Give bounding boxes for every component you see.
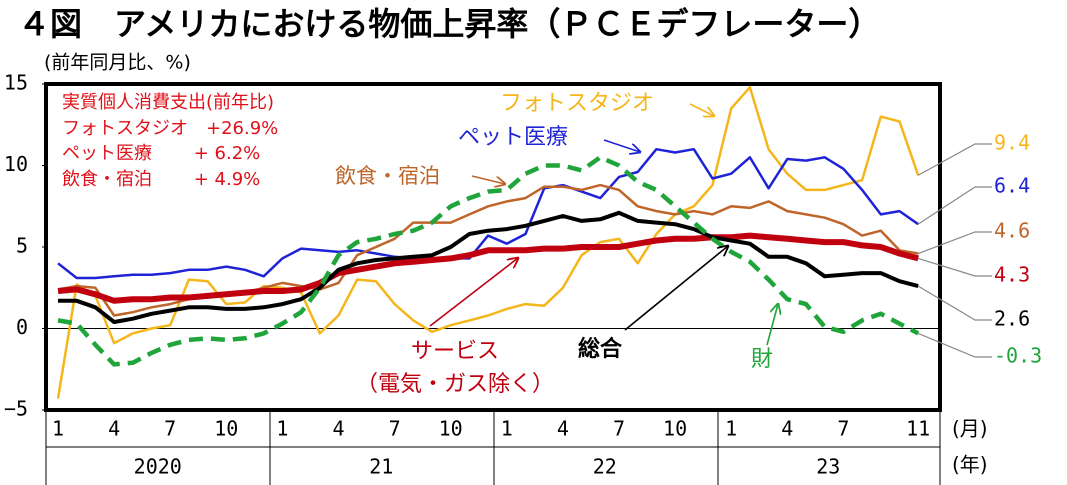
x-tick-label: 4 [557, 417, 569, 441]
x-tick-label: 1 [501, 417, 513, 441]
leader-line [917, 231, 992, 255]
series-label: サービス [411, 339, 499, 364]
end-label: 4.3 [994, 263, 1030, 287]
x-group-label: 2020 [134, 455, 182, 479]
leader-line [917, 186, 992, 225]
series-label: ペット医療 [458, 125, 568, 150]
y-tick-label: 15 [4, 71, 28, 95]
x-tick-label: 10 [663, 417, 687, 441]
arrow [766, 304, 778, 346]
arrow [624, 246, 728, 331]
y-tick-label: −5 [4, 397, 28, 421]
x-tick-label: 10 [214, 417, 238, 441]
arrow [471, 175, 505, 184]
series-label: 財 [751, 347, 773, 372]
annotation: 実質個人消費支出(前年比) [62, 92, 274, 113]
leader-line [918, 257, 992, 277]
y-tick-label: 5 [16, 234, 28, 258]
x-tick-label: 4 [108, 417, 120, 441]
x-tick-label: 4 [332, 417, 344, 441]
x-tick-label: 7 [389, 417, 401, 441]
annotation: ペット医療 + 6.2% [62, 143, 260, 164]
y-tick-label: 0 [16, 315, 28, 339]
series-line [56, 86, 920, 399]
x-tick-label: 11 [906, 417, 930, 441]
annotation: フォトスタジオ +26.9% [62, 118, 278, 139]
series-line [57, 232, 919, 304]
end-label: 6.4 [994, 174, 1030, 198]
x-tick-label: 1 [276, 417, 288, 441]
x-tick-label: 7 [837, 417, 849, 441]
leader-line [917, 332, 992, 358]
x-tick-label: 1 [52, 417, 64, 441]
annotation-arrows [429, 103, 778, 346]
x-group-label: 21 [369, 455, 393, 479]
plot-area [46, 86, 940, 399]
series-label: 総合 [578, 336, 623, 362]
series-line [58, 210, 919, 324]
x-group-label: 22 [593, 455, 617, 479]
y-tick-label: 10 [4, 152, 28, 176]
series-label: （電気・ガス除く） [356, 372, 554, 397]
x-tick-label: 4 [781, 417, 793, 441]
arrow [603, 139, 640, 152]
group-unit-label: (年) [952, 453, 988, 477]
end-label: 9.4 [994, 131, 1030, 155]
leader-line [917, 285, 992, 321]
chart-title: ４図 アメリカにおける物価上昇率（ＰＣＥデフレーター） [18, 5, 880, 43]
arrow [429, 258, 518, 327]
x-tick-label: 1 [725, 417, 737, 441]
series-line [57, 155, 920, 367]
x-tick-label: 7 [613, 417, 625, 441]
series-label: 飲食・宿泊 [335, 164, 440, 188]
arrow [689, 103, 714, 116]
x-group-label: 23 [816, 455, 840, 479]
leader-line [917, 143, 992, 176]
end-label: 4.6 [994, 219, 1030, 243]
end-label: 2.6 [994, 307, 1030, 331]
end-label: -0.3 [994, 344, 1042, 368]
annotation: 飲食・宿泊 + 4.9% [62, 169, 260, 190]
series-line [57, 147, 919, 280]
subtitle: (前年同月比、%) [44, 52, 191, 74]
x-tick-label: 7 [164, 417, 176, 441]
x-unit-label: (月) [952, 417, 988, 441]
series-label: フォトスタジオ [500, 91, 654, 116]
x-tick-label: 10 [439, 417, 463, 441]
